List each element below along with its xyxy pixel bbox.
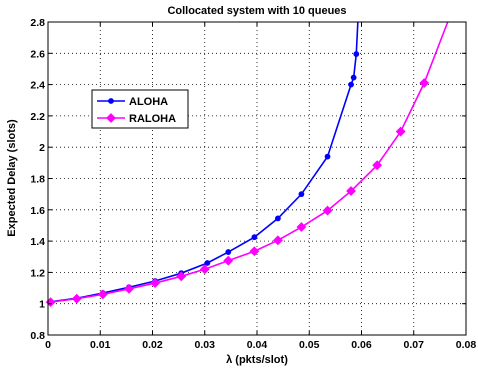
x-tick-label: 0.01 [90,339,111,351]
data-point [71,293,82,304]
y-tick-label: 2.6 [30,48,45,60]
y-tick-label: 2 [39,142,45,154]
x-tick-label: 0.06 [351,339,372,351]
data-point [346,186,356,196]
data-point [419,78,430,88]
y-tick-label: 1.4 [30,236,45,248]
y-tick-label: 1.8 [30,174,45,186]
chart-title: Collocated system with 10 queues [167,5,346,17]
legend-item-aloha: ALOHA [97,96,168,108]
data-point [324,153,331,160]
legend: ALOHA RALOHA [91,89,189,129]
data-point [322,205,333,216]
legend-label: RALOHA [129,113,176,125]
legend-item-raloha: RALOHA [97,113,176,125]
x-tick-label: 0.05 [299,339,320,351]
ticks: 0 0.01 0.02 0.03 0.04 0.05 0.06 0.07 0.08 0.8 1 1.2… [30,17,476,351]
data-point [353,51,360,57]
y-tick-label: 0.8 [30,330,45,342]
series-layer [45,21,449,308]
y-axis-label: Expected Delay (slots) [6,119,18,237]
x-tick-label: 0.02 [142,339,163,351]
data-point [108,98,114,104]
data-point [225,249,232,255]
x-tick-label: 0.04 [247,339,268,351]
data-point [150,278,161,288]
y-tick-label: 1.2 [30,267,45,279]
data-point [251,234,258,241]
x-axis-label: λ (pkts/slot) [226,354,288,366]
data-point [204,260,211,266]
grid [48,22,466,335]
x-tick-label: 0.03 [195,339,216,351]
data-point [296,222,307,232]
series-raloha [45,21,449,308]
legend-label: ALOHA [129,96,168,108]
data-point [223,255,234,266]
y-tick-label: 1 [39,299,45,311]
data-point [97,289,108,300]
series-line [50,21,359,303]
data-point [124,283,134,294]
y-tick-label: 2.4 [30,80,45,92]
x-tick-label: 0 [45,339,51,351]
data-point [199,264,210,275]
data-point [350,74,357,81]
data-point [298,191,305,198]
data-point [249,246,260,257]
data-point [395,126,406,137]
y-tick-label: 2.2 [30,111,45,123]
data-point [372,160,383,171]
data-point [272,235,283,246]
data-point [106,113,116,123]
y-tick-label: 2.8 [30,17,45,29]
data-point [348,81,354,88]
data-point [275,215,281,222]
x-tick-label: 0.07 [404,339,425,351]
data-point [176,271,187,282]
legend-box [91,89,189,129]
y-tick-label: 1.6 [30,205,45,217]
x-tick-label: 0.08 [456,339,477,351]
